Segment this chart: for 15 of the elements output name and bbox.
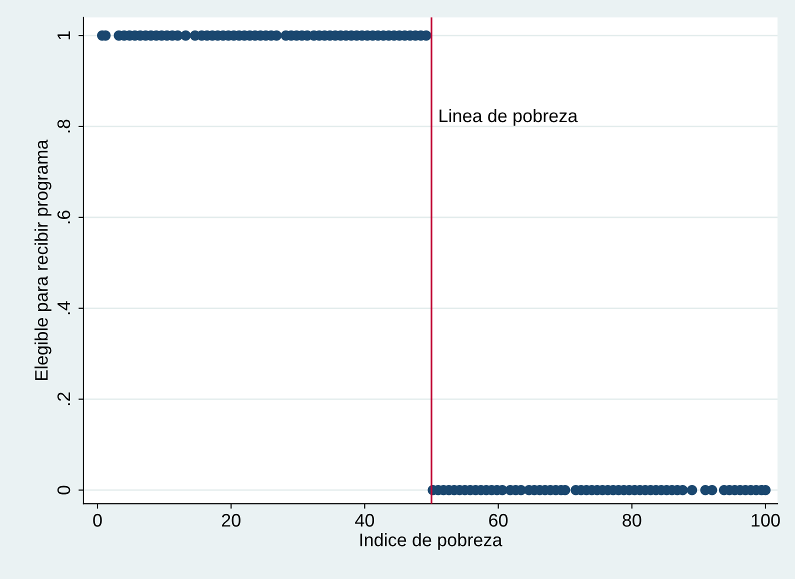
x-tick-label: 40 bbox=[355, 514, 374, 527]
y-axis-title: Elegible para recibir programa bbox=[34, 140, 52, 380]
y-tick-label: 0 bbox=[57, 486, 70, 494]
x-tick-label: 0 bbox=[93, 514, 102, 527]
x-tick-label: 80 bbox=[622, 514, 642, 527]
y-tick-label: .6 bbox=[57, 210, 70, 224]
x-tick-label: 20 bbox=[222, 514, 240, 527]
y-tick-label: .4 bbox=[58, 301, 70, 314]
x-tick-label: 60 bbox=[489, 514, 508, 527]
y-tick-label: 1 bbox=[58, 31, 70, 40]
x-axis-title: Indice de pobreza bbox=[360, 533, 502, 550]
y-tick-label: .8 bbox=[57, 120, 70, 132]
ref-line-label: Linea de pobreza bbox=[440, 108, 578, 126]
y-tick-label: .2 bbox=[57, 392, 70, 406]
x-tick-label: 100 bbox=[752, 514, 780, 527]
